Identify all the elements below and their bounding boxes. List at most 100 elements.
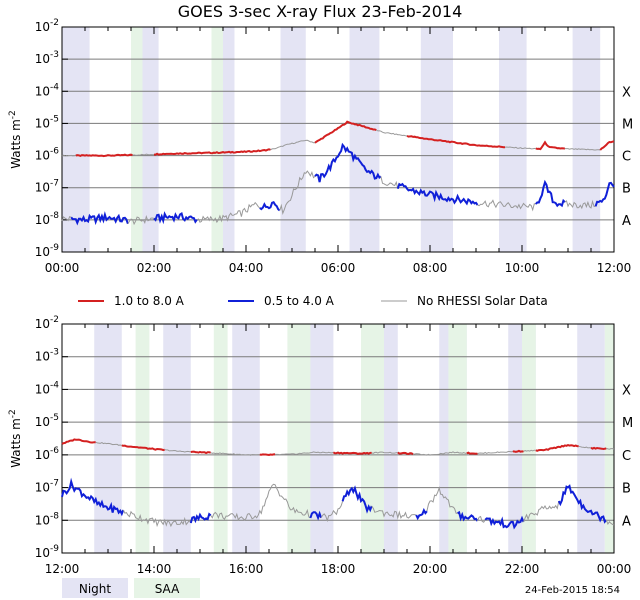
y-tick-label: 10-4	[35, 82, 60, 98]
series-line-short	[371, 505, 417, 520]
y-tick-label: 10-7	[35, 179, 59, 195]
night-band	[280, 27, 306, 252]
series-line-long	[210, 452, 260, 456]
series-line-short	[564, 199, 596, 210]
series-line-long	[413, 451, 467, 456]
x-tick-label: 20:00	[413, 562, 448, 576]
series-line-long	[512, 449, 524, 453]
x-tick-label: 18:00	[321, 562, 356, 576]
legend-label: No RHESSI Solar Data	[417, 294, 548, 308]
legend-label: 0.5 to 4.0 A	[264, 294, 335, 308]
night-band	[223, 27, 235, 252]
series-line-long	[154, 148, 271, 156]
band-label: SAA	[155, 582, 180, 596]
series-line-long	[132, 153, 154, 156]
series-line-long	[406, 134, 506, 149]
saa-band	[213, 324, 228, 553]
series-line-long	[523, 449, 536, 452]
series-line-short	[415, 507, 428, 521]
flare-class-label: B	[622, 182, 631, 197]
saa-band	[211, 27, 223, 252]
flare-class-label: X	[622, 383, 631, 398]
series-line-long	[376, 129, 408, 137]
x-tick-label: 12:00	[597, 261, 632, 275]
x-tick-label: 08:00	[413, 261, 448, 275]
series-line-long	[190, 450, 211, 455]
series-line-long	[505, 146, 536, 150]
flare-class-label: X	[622, 85, 631, 100]
series-line-short	[477, 199, 536, 212]
series-line-short	[314, 142, 382, 183]
series-line-short	[127, 214, 155, 226]
night-band	[577, 324, 605, 553]
series-line-short	[61, 477, 125, 517]
flare-class-label: A	[622, 514, 631, 529]
series-line-short	[535, 179, 566, 208]
x-tick-label: 12:00	[45, 562, 80, 576]
band-label: Night	[79, 582, 112, 596]
series-line-long	[397, 451, 414, 456]
series-line-short	[426, 486, 458, 514]
night-band	[572, 27, 601, 252]
series-line-short	[122, 509, 192, 528]
y-tick-label: 10-2	[35, 315, 59, 331]
series-line-short	[320, 501, 344, 523]
y-tick-label: 10-8	[35, 511, 60, 527]
y-tick-label: 10-3	[35, 50, 59, 66]
series-line-short	[457, 510, 479, 522]
saa-band	[131, 27, 143, 252]
series-line-short	[210, 483, 311, 521]
flare-class-label: M	[622, 416, 633, 431]
y-axis-label: Watts m-2	[8, 409, 23, 468]
x-tick-label: 04:00	[229, 261, 264, 275]
series-line-long	[332, 451, 372, 455]
band-swatch	[62, 578, 128, 598]
series-line-long	[590, 446, 607, 451]
y-tick-label: 10-5	[35, 413, 59, 429]
series-line-short	[396, 182, 479, 206]
x-tick-label: 00:00	[45, 261, 80, 275]
night-band	[499, 27, 527, 252]
night-band	[94, 324, 122, 553]
series-line-long	[75, 153, 133, 158]
x-tick-label: 16:00	[229, 562, 264, 576]
legend-label: 1.0 to 8.0 A	[114, 294, 185, 308]
series-line-long	[477, 450, 513, 455]
y-tick-label: 10-2	[35, 18, 59, 34]
y-tick-label: 10-7	[35, 479, 59, 495]
saa-band	[522, 324, 536, 553]
flare-class-label: C	[622, 150, 631, 165]
flare-class-label: B	[622, 482, 631, 497]
series-line-short	[484, 515, 525, 530]
series-line-long	[259, 453, 276, 457]
plot-panels: 00:00 02:00 04:00 06:00 08:00 10:00 12:0010-91…	[8, 18, 633, 576]
series-line-long	[466, 451, 478, 455]
bands-key: Night SAA	[62, 578, 200, 598]
y-tick-label: 10-5	[35, 114, 59, 130]
series-line-short	[279, 170, 316, 216]
series-line-long	[371, 451, 398, 454]
flare-class-label: M	[622, 117, 633, 132]
series-line-long	[275, 451, 334, 456]
night-band	[349, 27, 380, 252]
x-tick-label: 00:00	[597, 562, 632, 576]
series-line-long	[61, 154, 76, 157]
y-axis-label: Watts m-2	[8, 110, 23, 169]
series-line-long	[535, 140, 566, 151]
series-line-long	[535, 444, 579, 452]
panel-2: 12:00 14:00 16:00 18:00 20:00 22:00 00:00 10-9 1…	[8, 315, 633, 576]
series-line-long	[121, 444, 165, 452]
chart-title: GOES 3-sec X-ray Flux 23-Feb-2014	[178, 2, 463, 21]
saa-band	[287, 324, 311, 553]
y-tick-label: 10-9	[35, 544, 60, 560]
y-tick-label: 10-6	[35, 147, 60, 163]
y-tick-label: 10-6	[35, 446, 60, 462]
night-band	[142, 27, 159, 252]
series-line-short	[477, 515, 486, 523]
saa-band	[361, 324, 384, 553]
band-swatch	[134, 578, 200, 598]
series-line-short	[341, 485, 373, 514]
series-line-short	[259, 200, 281, 212]
x-tick-label: 14:00	[137, 562, 172, 576]
series-line-short	[70, 211, 129, 226]
